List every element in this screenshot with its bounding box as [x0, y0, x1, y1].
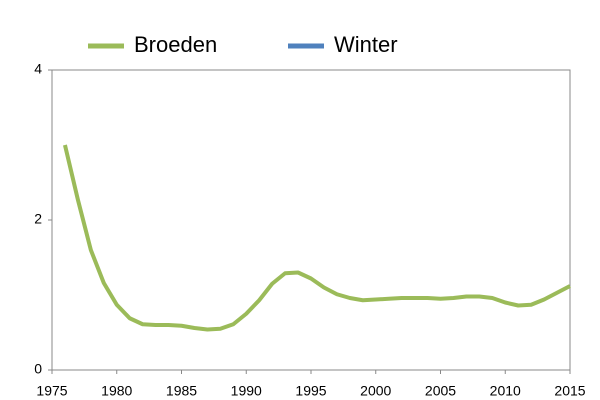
x-tick-label: 1990 — [231, 383, 262, 399]
series-line — [63, 144, 571, 332]
y-tick-label: 2 — [34, 211, 42, 227]
x-tick-label: 2005 — [425, 383, 456, 399]
x-tick-label: 2010 — [490, 383, 521, 399]
x-tick-label: 1995 — [295, 383, 326, 399]
x-tick-label: 1985 — [166, 383, 197, 399]
x-tick-label: 2015 — [554, 383, 585, 399]
y-tick-label: 0 — [34, 361, 42, 377]
x-tick-label: 1975 — [36, 383, 67, 399]
plot-frame — [51, 69, 571, 371]
legend-label: Broeden — [134, 32, 217, 57]
x-tick-label: 2000 — [360, 383, 391, 399]
y-tick-label: 4 — [34, 61, 42, 77]
x-tick-label: 1980 — [101, 383, 132, 399]
legend-label: Winter — [334, 32, 398, 57]
